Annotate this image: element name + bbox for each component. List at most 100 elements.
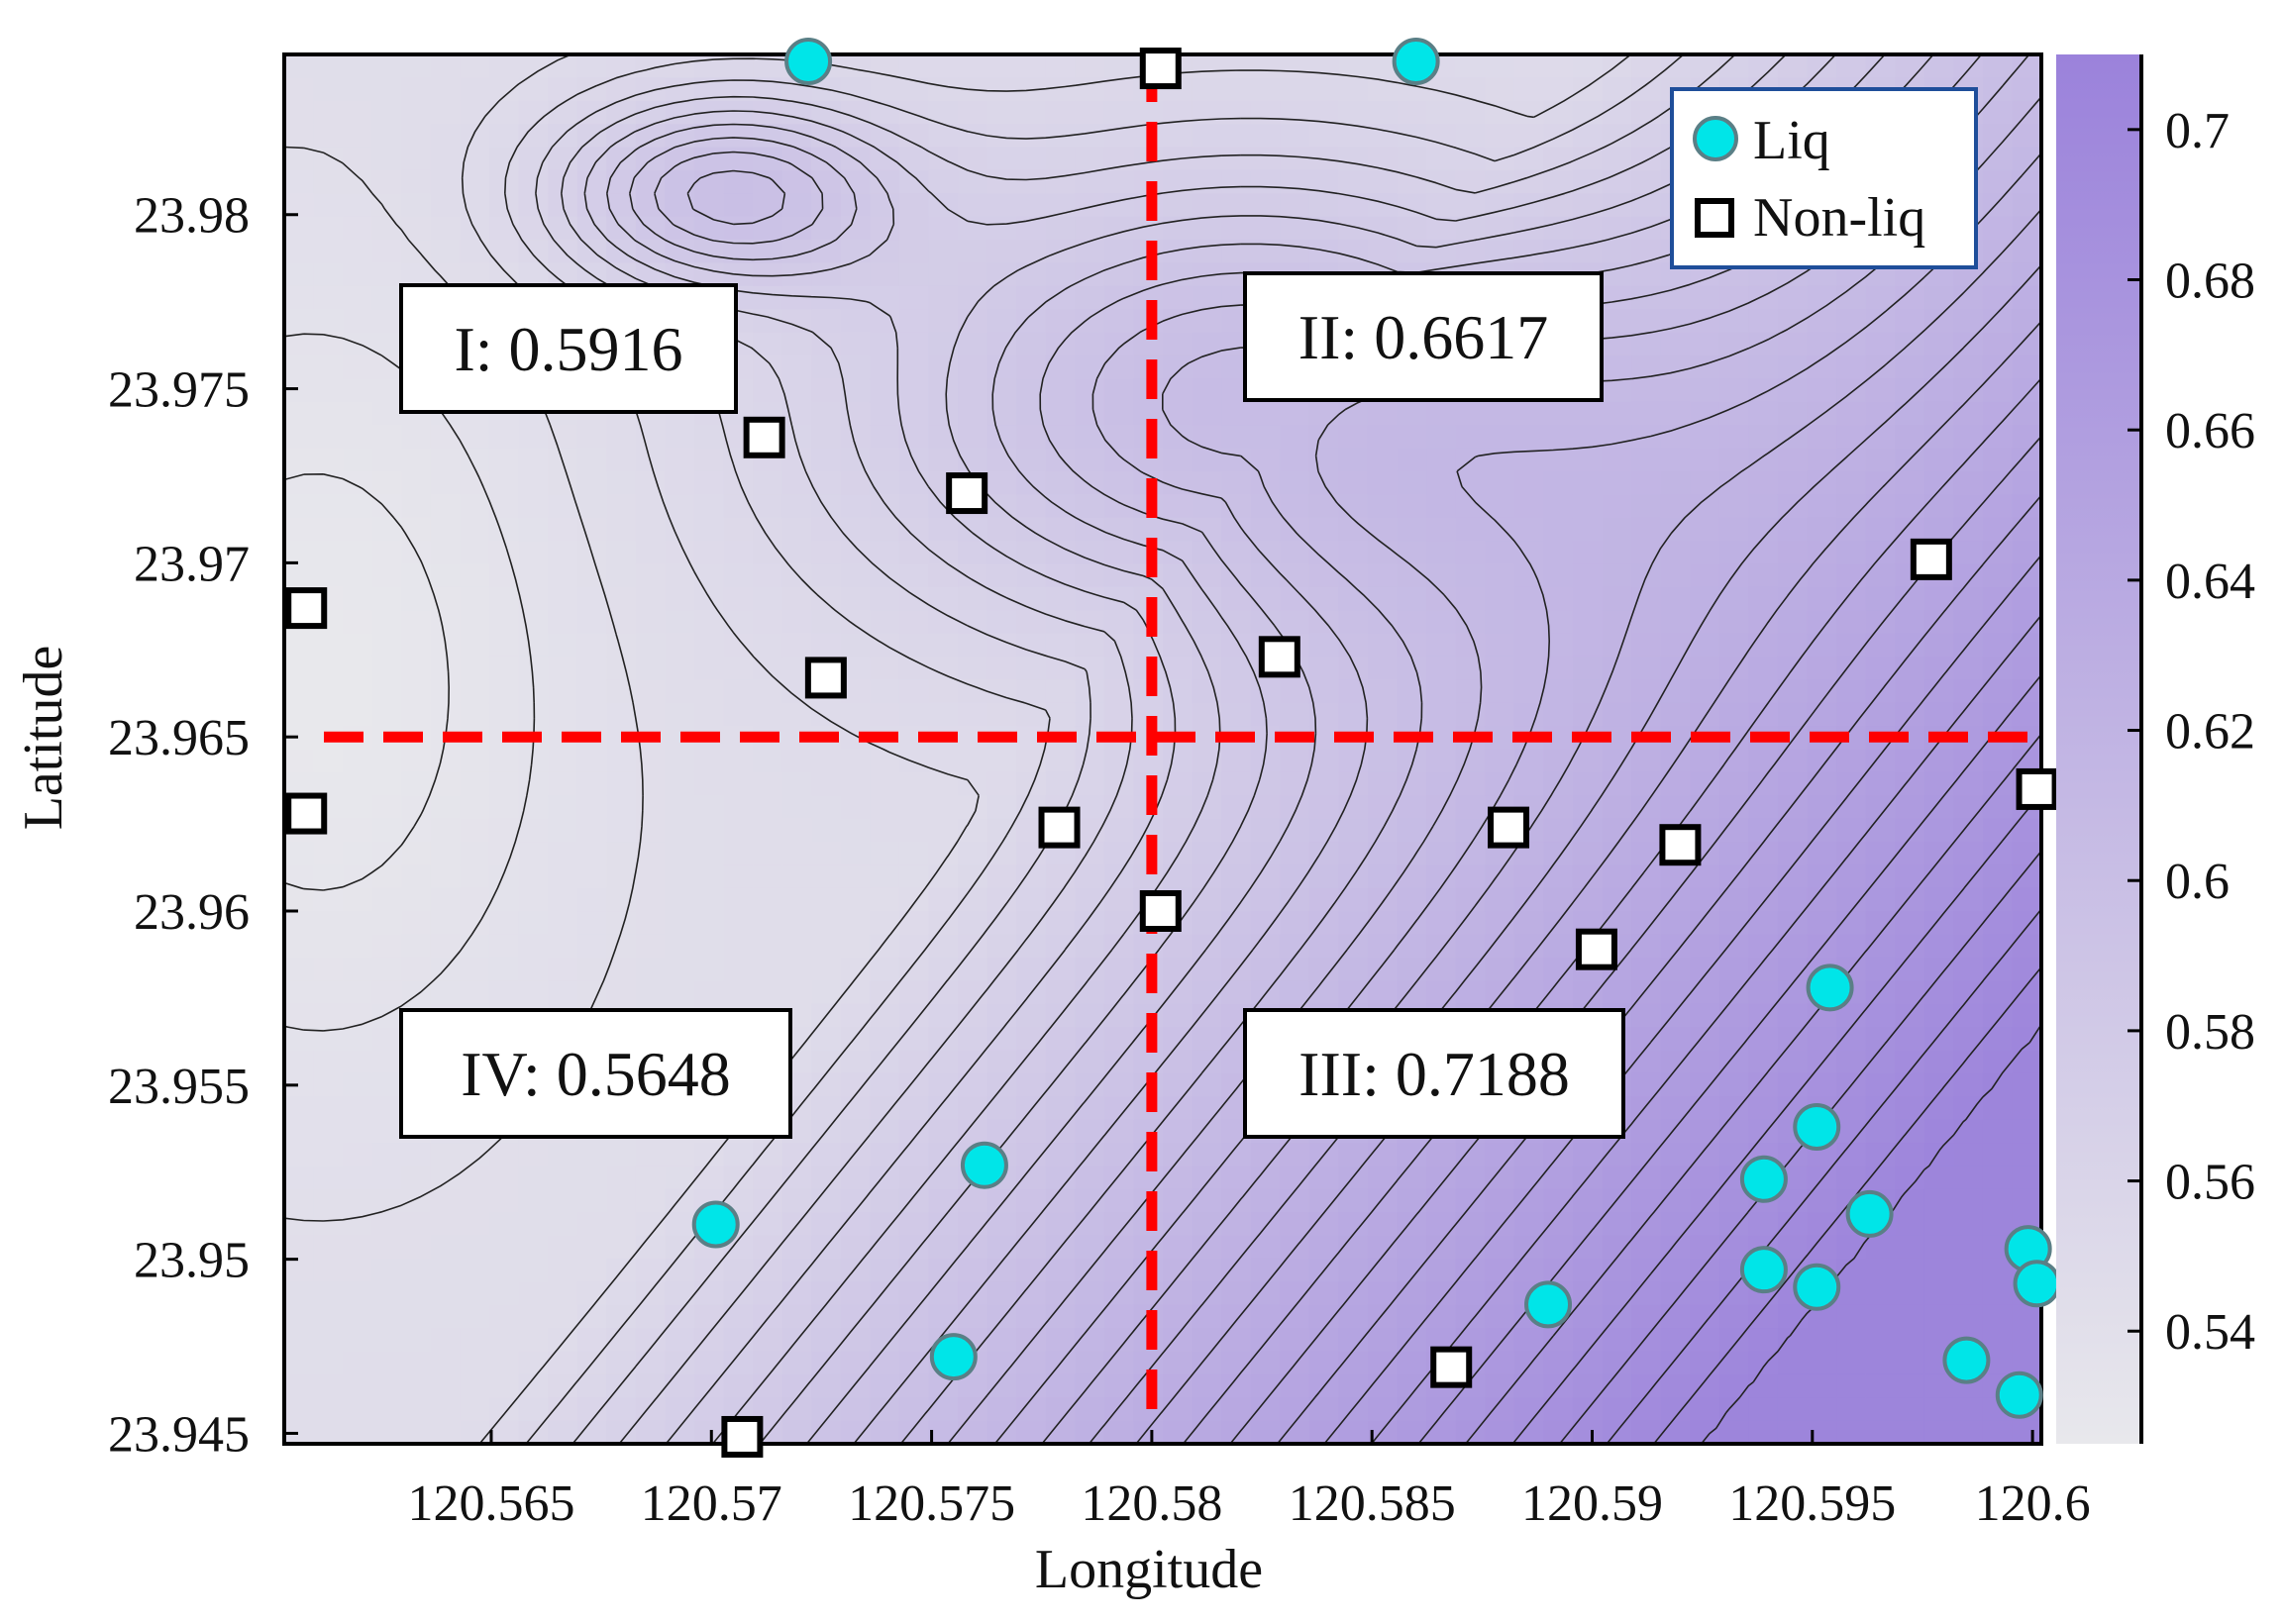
field-cell [1865,448,1897,472]
field-cell [1923,378,1955,403]
field-cell [1221,193,1252,218]
field-cell [460,1258,490,1283]
field-cell [898,216,930,242]
field-cell [343,448,373,472]
field-cell [1660,563,1692,588]
field-cell [576,749,608,773]
field-cell [1865,818,1897,844]
field-cell [1221,448,1252,472]
field-cell [1923,332,1955,356]
field-cell [1543,169,1574,195]
field-cell [1455,586,1487,612]
field-cell [840,494,872,519]
field-cell [606,980,637,1005]
field-cell [986,309,1018,334]
field-cell [576,679,608,704]
field-cell [986,517,1018,543]
field-cell [1602,1188,1633,1214]
field-cell [1660,401,1692,427]
field-cell [2012,425,2041,450]
field-cell [1397,633,1428,658]
field-cell [1982,240,2014,264]
field-cell [1513,470,1545,496]
field-cell [1748,656,1779,681]
field-cell [1250,470,1282,496]
field-cell [1308,818,1340,844]
field-cell [928,795,960,820]
field-cell [1426,1420,1457,1444]
field-cell [1895,842,1925,866]
field-cell [1397,401,1428,427]
field-cell [1690,1050,1720,1074]
field-cell [1718,771,1750,797]
nonliq-point [1575,928,1617,970]
field-cell [1982,911,2014,936]
field-cell [371,818,403,844]
field-cell [2012,541,2041,565]
field-cell [1690,610,1720,635]
field-cell [371,77,403,102]
field-cell [284,100,315,126]
field-cell [1865,517,1897,543]
field-cell [1103,262,1135,287]
field-cell [371,1119,403,1145]
field-cell [1367,494,1399,519]
field-cell [488,494,520,519]
field-cell [1455,911,1487,936]
field-cell [284,54,315,79]
field-cell [1455,425,1487,450]
field-cell [1016,470,1047,496]
field-cell [693,842,725,866]
field-cell [665,887,695,913]
field-cell [548,795,578,820]
field-cell [840,795,872,820]
field-cell [1045,633,1077,658]
field-cell [1075,147,1105,171]
field-cell [1895,702,1925,728]
field-cell [1836,633,1867,658]
field-cell [1045,911,1077,936]
field-cell [1953,355,1984,380]
field-cell [1016,1235,1047,1260]
field-cell [1016,1281,1047,1306]
field-cell [781,541,813,565]
field-cell [1426,494,1457,519]
field-cell [460,610,490,635]
field-cell [371,980,403,1005]
field-cell [840,818,872,844]
field-cell [1045,1212,1077,1237]
field-cell [1807,378,1838,403]
field-cell [343,842,373,866]
field-cell [576,610,608,635]
field-cell [1426,1258,1457,1283]
field-cell [1016,563,1047,588]
x-axis: 120.565 120.57 120.575 120.58 120.585 120.59 1… [407,1430,2091,1532]
field-cell [1836,1304,1867,1330]
field-cell [1982,378,2014,403]
field-cell [1602,54,1633,79]
field-cell [811,1397,842,1422]
field-cell [2012,1143,2041,1167]
field-cell [781,1258,813,1283]
field-cell [1397,541,1428,565]
field-cell [2012,517,2041,543]
field-cell [1455,980,1487,1005]
field-cell [606,77,637,102]
field-cell [693,1351,725,1375]
field-cell [1718,541,1750,565]
field-cell [781,633,813,658]
field-cell [1748,586,1779,612]
field-cell [1455,934,1487,959]
field-cell [1485,401,1515,427]
field-cell [1953,702,1984,728]
field-cell [1016,1003,1047,1029]
field-cell [313,169,345,195]
field-cell [1485,1235,1515,1260]
field-cell [1280,911,1310,936]
field-cell [1163,586,1194,612]
field-cell [811,1166,842,1190]
field-cell [1045,425,1077,450]
field-cell [1280,818,1310,844]
field-cell [518,425,550,450]
region-label: III: 0.7188 [1298,1039,1570,1109]
